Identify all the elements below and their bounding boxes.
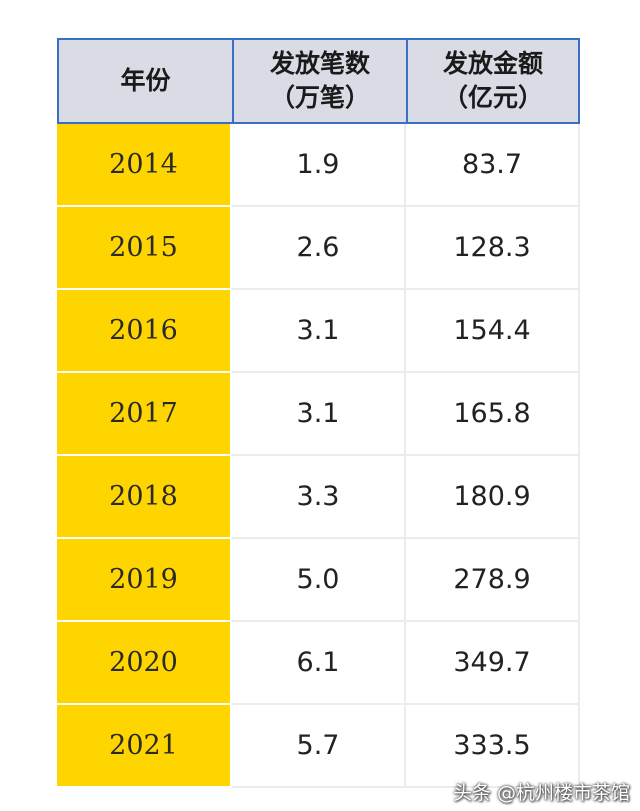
table-row: 2015 2.6 128.3 (57, 207, 580, 290)
header-count-line1: 发放笔数 (269, 49, 370, 78)
header-count: 发放笔数 （万笔） (232, 38, 406, 124)
table-row: 2019 5.0 278.9 (57, 539, 580, 622)
header-amount-line1: 发放金额 (442, 49, 543, 78)
amount-cell: 128.3 (406, 207, 580, 290)
year-cell: 2016 (57, 290, 232, 373)
header-amount-line2: （亿元） (442, 83, 543, 112)
amount-cell: 83.7 (406, 124, 580, 207)
table-row: 2018 3.3 180.9 (57, 456, 580, 539)
amount-cell: 154.4 (406, 290, 580, 373)
year-cell: 2015 (57, 207, 232, 290)
count-cell: 1.9 (232, 124, 406, 207)
amount-cell: 278.9 (406, 539, 580, 622)
header-count-line2: （万笔） (269, 83, 370, 112)
amount-cell: 180.9 (406, 456, 580, 539)
count-cell: 5.7 (232, 705, 406, 788)
header-amount: 发放金额 （亿元） (406, 38, 580, 124)
year-cell: 2021 (57, 705, 232, 788)
header-year-label: 年份 (120, 66, 171, 95)
table-row: 2016 3.1 154.4 (57, 290, 580, 373)
table-row: 2017 3.1 165.8 (57, 373, 580, 456)
year-cell: 2014 (57, 124, 232, 207)
count-cell: 3.3 (232, 456, 406, 539)
year-cell: 2020 (57, 622, 232, 705)
table-row: 2020 6.1 349.7 (57, 622, 580, 705)
header-year: 年份 (57, 38, 232, 124)
count-cell: 5.0 (232, 539, 406, 622)
amount-cell: 165.8 (406, 373, 580, 456)
year-cell: 2017 (57, 373, 232, 456)
count-cell: 6.1 (232, 622, 406, 705)
amount-cell: 333.5 (406, 705, 580, 788)
watermark: 头条 @杭州楼市茶馆 (452, 782, 630, 804)
loan-table: 年份 发放笔数 （万笔） 发放金额 （亿元） 2014 1.9 83.7 2015 2.… (57, 38, 580, 788)
header-row: 年份 发放笔数 （万笔） 发放金额 （亿元） (57, 38, 580, 124)
table-body: 2014 1.9 83.7 2015 2.6 128.3 2016 3.1 154.4 2017 3… (57, 124, 580, 788)
count-cell: 2.6 (232, 207, 406, 290)
count-cell: 3.1 (232, 290, 406, 373)
amount-cell: 349.7 (406, 622, 580, 705)
year-cell: 2019 (57, 539, 232, 622)
count-cell: 3.1 (232, 373, 406, 456)
table-row: 2014 1.9 83.7 (57, 124, 580, 207)
year-cell: 2018 (57, 456, 232, 539)
table-row: 2021 5.7 333.5 (57, 705, 580, 788)
